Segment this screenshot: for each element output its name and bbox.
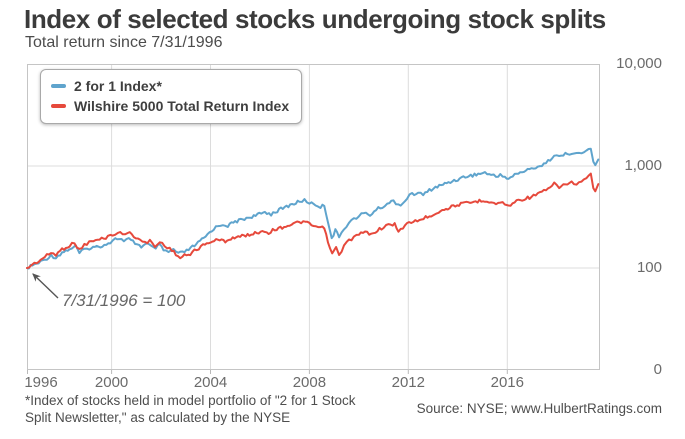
- legend-swatch-blue-icon: [51, 84, 66, 88]
- legend: 2 for 1 Index* Wilshire 5000 Total Retur…: [40, 69, 303, 124]
- x-tick-label: 2008: [292, 374, 327, 391]
- line-2-for-1-index: [26, 147, 600, 270]
- x-tick-label: 2000: [94, 374, 129, 391]
- line-wilshire-5000-total-return-index: [26, 172, 600, 269]
- chart-subtitle: Total return since 7/31/1996: [25, 34, 223, 51]
- footnote-line-2: Split Newsletter," as calculated by the …: [25, 409, 291, 425]
- chart-title: Index of selected stocks undergoing stoc…: [24, 4, 606, 34]
- y-tick-label: 0: [653, 361, 662, 378]
- x-tick-label: 1996: [24, 374, 58, 391]
- footnote-line-1: *Index of stocks held in model portfolio…: [25, 393, 356, 408]
- y-tick-label: 10,000: [616, 55, 662, 72]
- x-tick-label: 2012: [391, 374, 425, 391]
- y-tick-label: 1,000: [624, 157, 662, 174]
- legend-item: Wilshire 5000 Total Return Index: [51, 96, 289, 116]
- series-layer: [26, 147, 600, 270]
- base-value-annotation: 7/31/1996 = 100: [62, 291, 186, 310]
- footnote: *Index of stocks held in model portfolio…: [25, 393, 385, 426]
- legend-swatch-red-icon: [51, 104, 66, 108]
- legend-label-2for1: 2 for 1 Index*: [74, 78, 162, 94]
- source-credit: Source: NYSE; www.HulbertRatings.com: [416, 401, 662, 416]
- y-tick-label: 100: [636, 259, 662, 276]
- x-tick-label: 2004: [193, 374, 228, 391]
- y-axis-labels: 10,000 1,000 100 0: [600, 0, 662, 439]
- legend-item: 2 for 1 Index*: [51, 76, 289, 96]
- annotation-arrow: [32, 273, 59, 299]
- x-axis-labels: 1996 2000 2004 2008 2012 2016: [24, 374, 600, 392]
- legend-label-wilshire: Wilshire 5000 Total Return Index: [74, 98, 290, 114]
- x-tick-label: 2016: [490, 374, 524, 391]
